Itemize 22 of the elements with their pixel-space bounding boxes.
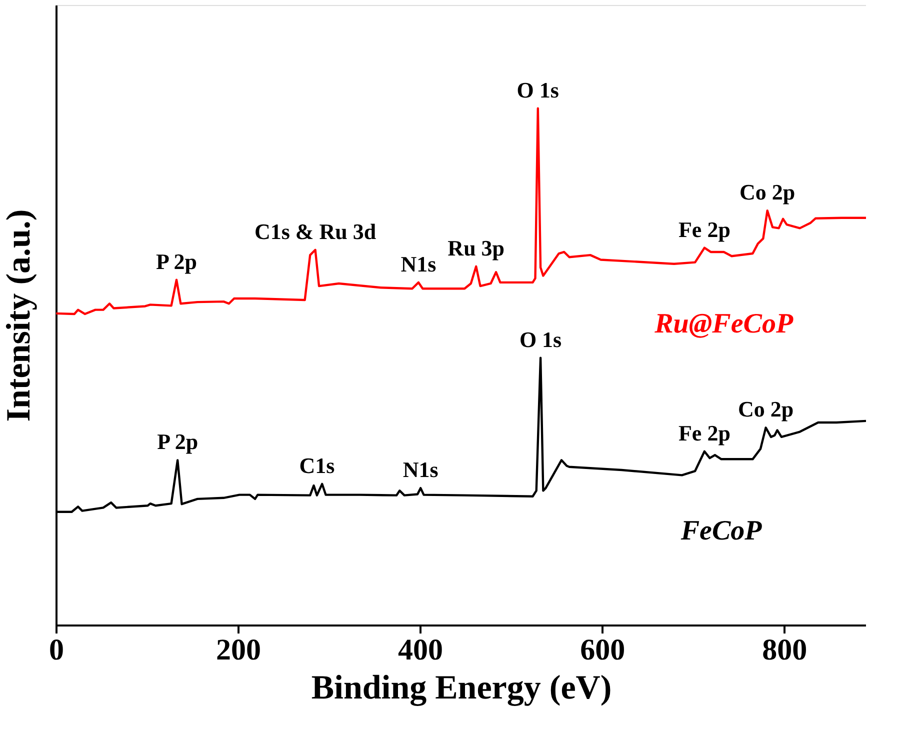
annotation: Ru 3p [448,235,505,260]
annotation: Co 2p [738,396,794,422]
y-axis-title: Intensity (a.u.) [0,209,38,422]
annotation: Fe 2p [678,216,730,242]
annotation: O 1s [519,326,562,352]
x-tick-label: 600 [580,634,626,666]
annotation: Fe 2p [678,420,730,446]
annotation: O 1s [516,77,560,102]
x-axis-title: Binding Energy (eV) [311,670,612,706]
x-tick-label: 200 [216,634,262,666]
x-tick-label: 400 [398,634,444,666]
series-label: FeCoP [680,515,763,546]
annotation: N1s [400,251,437,276]
annotation: N1s [402,457,439,482]
series-label: Ru@FeCoP [654,308,794,340]
annotation: C1s [299,452,336,478]
annotation: P 2p [156,248,197,274]
x-tick-label: 0 [49,634,64,666]
annotation: C1s & Ru 3d [254,218,376,244]
annotation: P 2p [157,429,198,454]
annotation: Co 2p [740,180,796,205]
x-tick-label: 800 [762,634,808,666]
